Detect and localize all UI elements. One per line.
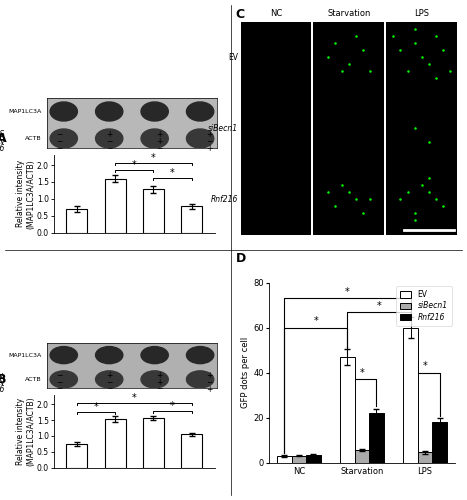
Text: +: + bbox=[106, 372, 113, 380]
Text: Rnf216: Rnf216 bbox=[0, 144, 6, 154]
Text: *: * bbox=[170, 168, 175, 177]
Text: −: − bbox=[106, 384, 113, 394]
Text: +: + bbox=[206, 130, 212, 140]
Ellipse shape bbox=[186, 371, 214, 388]
Bar bbox=[66, 444, 87, 468]
Text: −: − bbox=[56, 144, 63, 154]
Text: −: − bbox=[106, 378, 113, 387]
Bar bbox=[66, 209, 87, 233]
Text: EV: EV bbox=[0, 138, 6, 146]
Text: EV: EV bbox=[0, 378, 6, 387]
Text: C: C bbox=[236, 8, 245, 20]
Text: ACTB: ACTB bbox=[25, 136, 42, 141]
Ellipse shape bbox=[96, 346, 123, 364]
Text: +: + bbox=[206, 372, 212, 380]
Ellipse shape bbox=[50, 129, 78, 148]
Text: MAP1LC3A: MAP1LC3A bbox=[8, 352, 42, 358]
Text: −: − bbox=[106, 144, 113, 154]
Text: −: − bbox=[56, 378, 63, 387]
Ellipse shape bbox=[96, 102, 123, 121]
Bar bbox=[432, 422, 447, 463]
Ellipse shape bbox=[141, 346, 168, 364]
Bar bbox=[291, 456, 306, 462]
Text: −: − bbox=[56, 372, 63, 380]
Y-axis label: GFP dots per cell: GFP dots per cell bbox=[241, 337, 250, 408]
Text: −: − bbox=[156, 144, 163, 154]
Text: ACTB: ACTB bbox=[25, 377, 42, 382]
Bar bbox=[143, 190, 164, 232]
Text: A: A bbox=[0, 132, 7, 144]
Text: EV: EV bbox=[228, 53, 238, 62]
Ellipse shape bbox=[141, 102, 168, 121]
Text: −: − bbox=[56, 138, 63, 146]
Text: LPS: LPS bbox=[414, 8, 429, 18]
Text: Starv.: Starv. bbox=[0, 372, 6, 380]
Text: *: * bbox=[93, 402, 98, 412]
Bar bbox=[403, 328, 418, 462]
Text: *: * bbox=[132, 160, 137, 170]
Text: Rnf216: Rnf216 bbox=[0, 384, 6, 394]
Text: +: + bbox=[206, 144, 212, 154]
Bar bbox=[105, 420, 126, 468]
Text: *: * bbox=[151, 153, 156, 163]
Text: −: − bbox=[156, 384, 163, 394]
Text: +: + bbox=[156, 372, 163, 380]
Bar bbox=[418, 452, 432, 462]
Ellipse shape bbox=[50, 371, 78, 388]
Text: −: − bbox=[106, 138, 113, 146]
Ellipse shape bbox=[141, 371, 168, 388]
Y-axis label: Relative intensity
(MAP1LC3A/ACTB): Relative intensity (MAP1LC3A/ACTB) bbox=[16, 396, 35, 466]
Text: LPS: LPS bbox=[0, 130, 6, 140]
Ellipse shape bbox=[186, 102, 214, 121]
Ellipse shape bbox=[50, 346, 78, 364]
Text: *: * bbox=[376, 300, 382, 310]
Text: +: + bbox=[156, 130, 163, 140]
Text: +: + bbox=[156, 378, 163, 387]
Bar bbox=[340, 357, 354, 463]
Bar bbox=[354, 450, 369, 462]
Legend: EV, siBecn1, Rnf216: EV, siBecn1, Rnf216 bbox=[396, 286, 452, 326]
Text: siBecn1: siBecn1 bbox=[208, 124, 238, 134]
Ellipse shape bbox=[186, 346, 214, 364]
Bar bbox=[181, 434, 202, 468]
Text: D: D bbox=[236, 252, 246, 266]
Text: MAP1LC3A: MAP1LC3A bbox=[8, 109, 42, 114]
Text: −: − bbox=[206, 378, 212, 387]
Bar bbox=[181, 206, 202, 233]
Bar bbox=[277, 456, 291, 462]
Ellipse shape bbox=[96, 129, 123, 148]
Text: +: + bbox=[156, 138, 163, 146]
Text: B: B bbox=[0, 373, 7, 386]
Bar bbox=[143, 418, 164, 468]
Text: −: − bbox=[56, 130, 63, 140]
Text: Rnf216: Rnf216 bbox=[211, 195, 238, 204]
Ellipse shape bbox=[50, 102, 78, 121]
Text: *: * bbox=[423, 362, 427, 372]
Bar bbox=[105, 178, 126, 233]
Text: −: − bbox=[206, 138, 212, 146]
Text: *: * bbox=[360, 368, 364, 378]
Text: −: − bbox=[56, 384, 63, 394]
Ellipse shape bbox=[186, 129, 214, 148]
Text: *: * bbox=[132, 392, 137, 402]
Bar bbox=[369, 413, 384, 463]
Bar bbox=[306, 454, 320, 462]
Text: +: + bbox=[106, 130, 113, 140]
Text: Starvation: Starvation bbox=[327, 8, 371, 18]
Text: *: * bbox=[170, 401, 175, 411]
Text: *: * bbox=[313, 316, 318, 326]
Text: NC: NC bbox=[270, 8, 283, 18]
Text: +: + bbox=[206, 384, 212, 394]
Y-axis label: Relative intensity
(MAP1LC3A/ACTB): Relative intensity (MAP1LC3A/ACTB) bbox=[16, 159, 35, 228]
Ellipse shape bbox=[141, 129, 168, 148]
Ellipse shape bbox=[96, 371, 123, 388]
Text: *: * bbox=[345, 287, 350, 297]
